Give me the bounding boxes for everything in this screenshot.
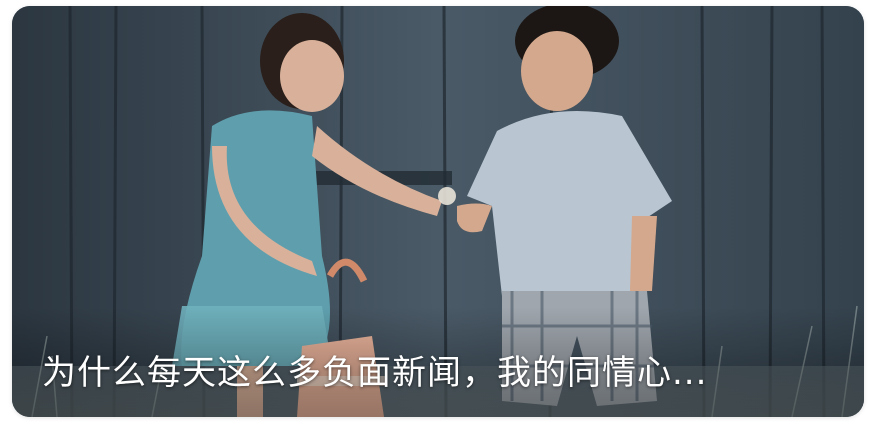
news-card[interactable]: 为什么每天这么多负面新闻，我的同情心... [12,6,864,417]
article-cover-photo [12,6,864,417]
article-title[interactable]: 为什么每天这么多负面新闻，我的同情心... [42,353,708,393]
caption-gradient [12,307,864,417]
